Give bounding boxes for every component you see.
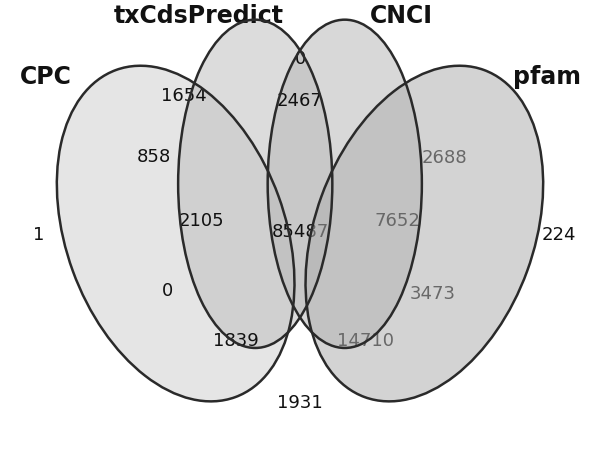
Ellipse shape (305, 66, 543, 402)
Text: pfam: pfam (512, 65, 581, 89)
Text: 0: 0 (295, 50, 305, 68)
Text: 2688: 2688 (422, 149, 467, 167)
Text: 858: 858 (137, 148, 171, 166)
Text: 2105: 2105 (179, 211, 224, 229)
Text: 1839: 1839 (213, 333, 259, 350)
Text: 3473: 3473 (410, 285, 455, 304)
Text: 1931: 1931 (277, 394, 323, 412)
Text: 1: 1 (34, 226, 45, 244)
Ellipse shape (268, 20, 422, 348)
Text: 0: 0 (162, 282, 173, 300)
Text: 2467: 2467 (277, 92, 323, 110)
Text: 1654: 1654 (161, 87, 206, 105)
Text: txCdsPredict: txCdsPredict (113, 4, 284, 28)
Text: 85487: 85487 (271, 223, 329, 241)
Text: 224: 224 (541, 226, 575, 244)
Text: CNCI: CNCI (370, 4, 433, 28)
Ellipse shape (178, 20, 332, 348)
Text: CPC: CPC (19, 65, 71, 89)
Text: 14710: 14710 (337, 333, 394, 350)
Text: 7652: 7652 (375, 211, 421, 229)
Ellipse shape (57, 66, 295, 402)
